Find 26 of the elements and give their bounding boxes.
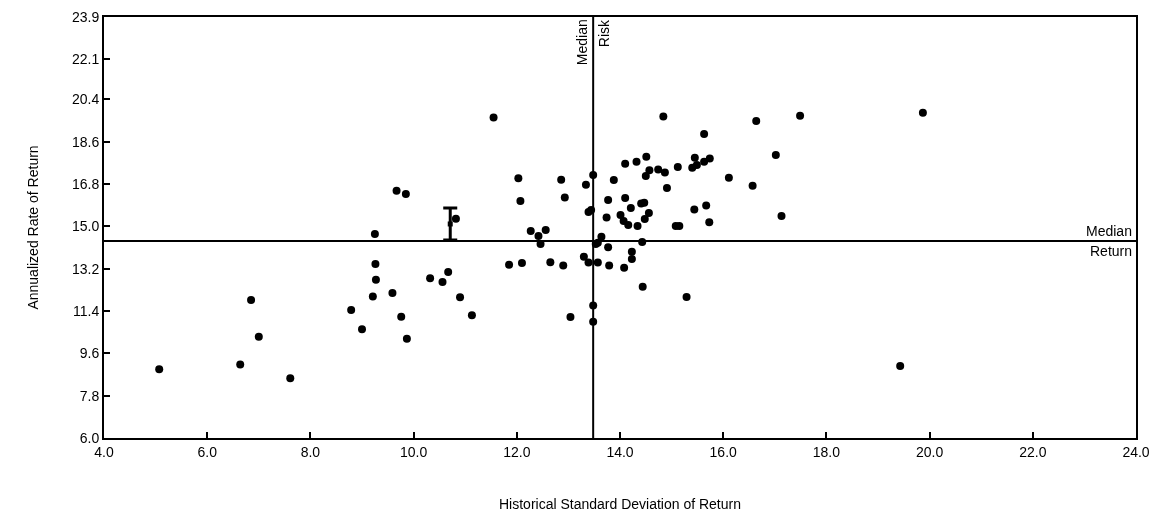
x-tick-label: 6.0 [197, 443, 218, 460]
y-axis-title: Annualized Rate of Return [25, 145, 42, 310]
y-tick-label: 6.0 [79, 429, 100, 446]
x-axis-title: Historical Standard Deviation of Return [498, 495, 742, 512]
y-tick-label: 23.9 [71, 8, 100, 25]
y-tick-label: 18.6 [71, 133, 100, 150]
x-tick-label: 8.0 [300, 443, 321, 460]
x-tick-label: 18.0 [812, 443, 841, 460]
y-tick-label: 7.8 [79, 387, 100, 404]
y-tick-label: 16.8 [71, 175, 100, 192]
ref-line-label: Median Return [1086, 223, 1133, 259]
y-tick-label: 11.4 [72, 302, 100, 319]
ref-line-label: Median Risk [574, 18, 613, 66]
y-tick-label: 15.0 [71, 218, 100, 235]
x-tick-label: 20.0 [915, 443, 944, 460]
x-tick-label: 24.0 [1122, 443, 1150, 460]
x-tick-label: 10.0 [399, 443, 428, 460]
x-tick-label: 4.0 [94, 443, 114, 460]
y-tick-label: 9.6 [79, 345, 100, 362]
x-tick-label: 12.0 [503, 443, 531, 460]
x-tick-label: 22.0 [1019, 443, 1047, 460]
y-tick-label: 20.4 [71, 91, 100, 108]
y-tick-label: 13.2 [71, 260, 100, 277]
y-tick-label: 22.1 [71, 51, 100, 68]
x-tick-label: 16.0 [709, 443, 738, 460]
x-tick-label: 14.0 [606, 443, 634, 460]
